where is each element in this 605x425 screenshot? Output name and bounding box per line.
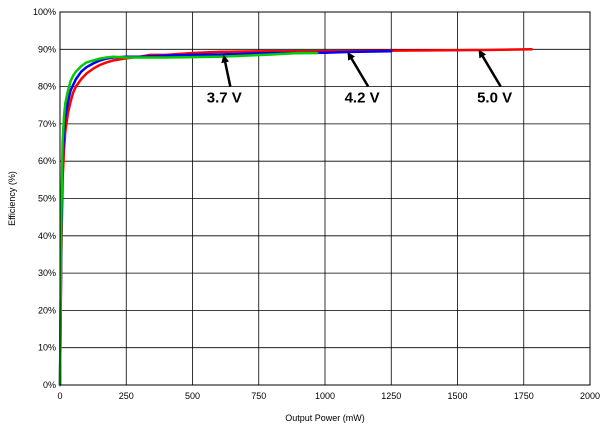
y-tick-label: 60%	[38, 156, 56, 166]
annotation-label: 4.2 V	[345, 89, 380, 106]
x-tick-label: 1250	[381, 391, 401, 401]
y-tick-label: 10%	[38, 343, 56, 353]
x-axis-label: Output Power (mW)	[285, 413, 365, 423]
y-tick-label: 40%	[38, 231, 56, 241]
series-line	[58, 49, 393, 387]
series-layer	[58, 48, 533, 387]
y-tick-label: 0%	[43, 380, 56, 390]
x-tick-label: 750	[251, 391, 266, 401]
y-tick-label: 80%	[38, 82, 56, 92]
x-tick-label: 1500	[447, 391, 467, 401]
x-tick-labels: 0 250 500 750 1000 1250 1500 1750 2000	[57, 391, 600, 401]
series-line	[58, 48, 533, 387]
y-tick-labels: 0% 10% 20% 30% 40% 50% 60% 70% 80% 90% 100%	[33, 7, 56, 390]
annotation-arrow	[347, 51, 370, 87]
annotation-label: 5.0 V	[477, 89, 512, 106]
annotation-arrow	[221, 54, 232, 87]
x-tick-label: 1750	[514, 391, 534, 401]
annotation-label: 3.7 V	[207, 89, 242, 106]
y-tick-label: 70%	[38, 119, 56, 129]
y-tick-label: 50%	[38, 194, 56, 204]
series-line	[58, 51, 319, 387]
x-tick-label: 500	[185, 391, 200, 401]
y-tick-label: 90%	[38, 44, 56, 54]
x-tick-label: 0	[57, 391, 62, 401]
annotations: 3.7 V 4.2 V 5.0 V	[207, 49, 512, 106]
grid	[59, 11, 591, 386]
annotation-arrow	[478, 49, 502, 87]
plot-frame	[59, 11, 591, 386]
y-tick-label: 30%	[38, 268, 56, 278]
y-axis-label: Efficiency (%)	[7, 171, 17, 226]
x-tick-label: 1000	[315, 391, 335, 401]
y-tick-label: 20%	[38, 305, 56, 315]
x-tick-label: 2000	[580, 391, 600, 401]
y-tick-label: 100%	[33, 7, 56, 17]
x-tick-label: 250	[119, 391, 134, 401]
